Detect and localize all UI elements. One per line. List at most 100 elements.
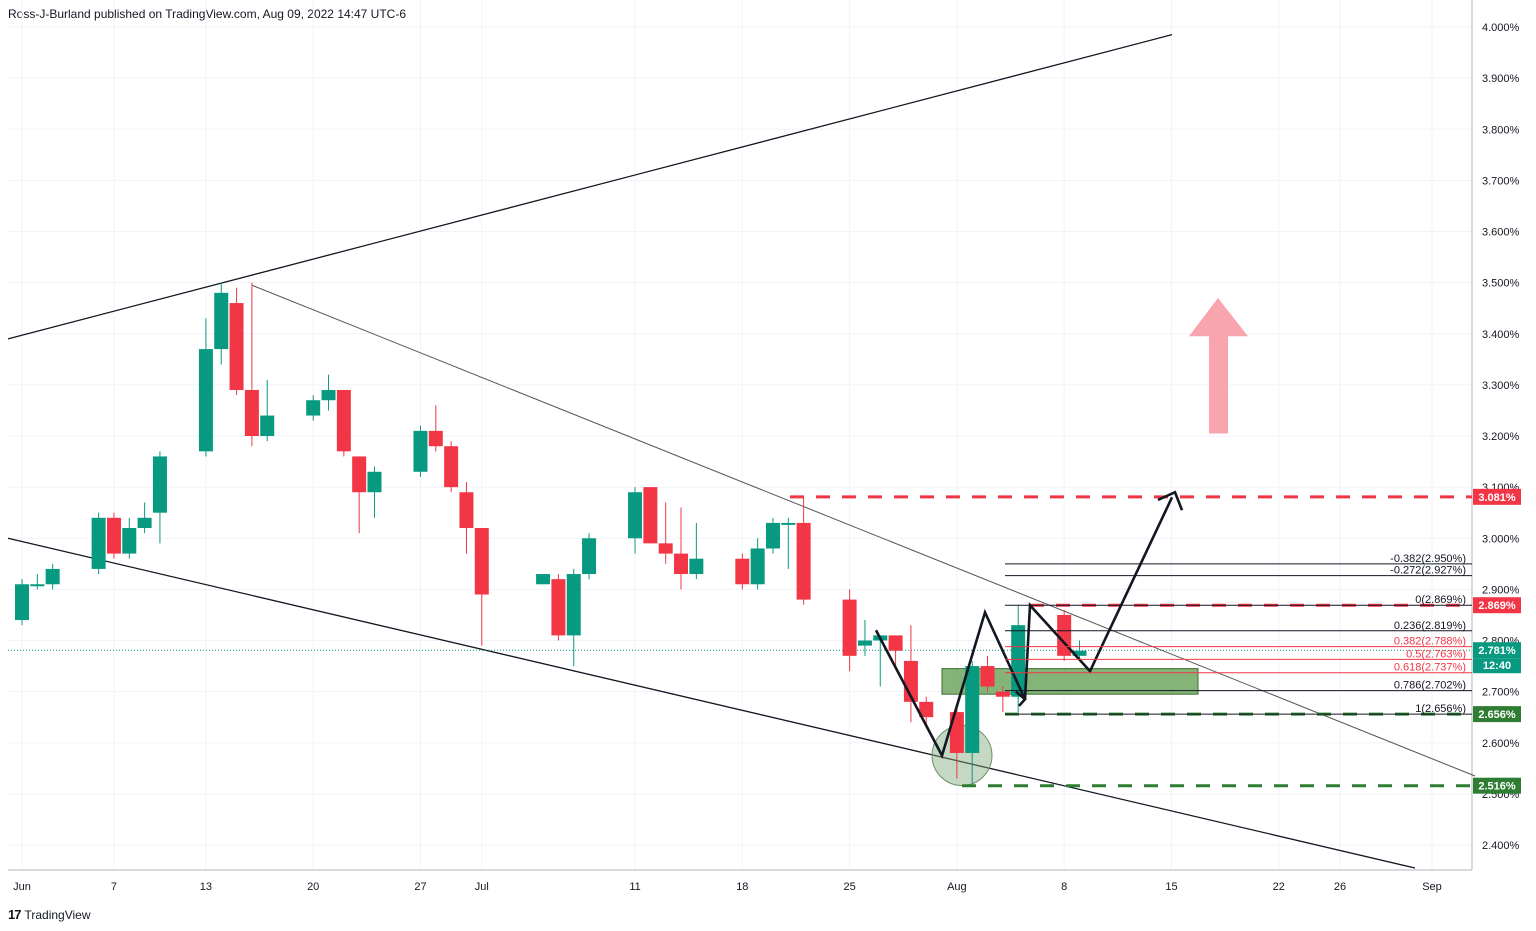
- footer: 17 TradingView: [8, 907, 91, 922]
- price-axis[interactable]: 4.000% 3.900% 3.800% 3.700% 3.600% 3.500% 3.40…: [1471, 0, 1520, 870]
- price-tag: 2.516%: [1473, 777, 1521, 794]
- candle: [229, 287, 244, 396]
- fib-level-label: 0.5(2.763%): [1406, 648, 1466, 660]
- candle-body: [566, 574, 581, 636]
- time-tick-label: 27: [414, 881, 426, 893]
- candle: [949, 706, 964, 779]
- candle: [796, 497, 811, 605]
- candle: [781, 517, 796, 569]
- candle: [919, 696, 934, 728]
- candle-body: [842, 599, 857, 656]
- candle-body: [152, 456, 167, 513]
- candle: [91, 512, 106, 575]
- price-tick-label: 3.900%: [1482, 73, 1520, 85]
- price-tag-label: 2.656%: [1478, 709, 1516, 721]
- time-tick-label: Sep: [1422, 881, 1442, 893]
- candle: [643, 487, 658, 544]
- price-tick-label: 3.500%: [1482, 278, 1520, 290]
- time-axis[interactable]: Jun 7 13 20 27 Jul 11 18 25 Aug 8 15 22 26 Sep: [8, 869, 1472, 893]
- bullish-arrow-icon: [1189, 297, 1248, 434]
- price-tag-label: 2.869%: [1478, 600, 1516, 612]
- price-tick-label: 2.900%: [1482, 584, 1520, 596]
- candle-body: [965, 666, 980, 753]
- candle-body: [336, 389, 351, 452]
- time-tick-label: 11: [629, 881, 640, 893]
- candle: [321, 374, 336, 411]
- candle-body: [15, 584, 29, 621]
- candle-body: [643, 487, 658, 544]
- candle-body: [765, 522, 780, 549]
- candle-body: [214, 292, 229, 350]
- time-tick-label: 26: [1334, 881, 1346, 893]
- candle: [122, 517, 137, 559]
- price-tag-label: 3.081%: [1478, 492, 1516, 504]
- price-tag-bg: [1473, 706, 1521, 723]
- candle-body: [122, 528, 137, 554]
- candle-body: [367, 471, 382, 493]
- publish-header: Ross-J-Burland published on TradingView.…: [8, 7, 407, 21]
- candle: [214, 282, 229, 365]
- candle: [106, 512, 121, 559]
- time-tick-label: 20: [307, 881, 319, 893]
- candle-body: [428, 430, 443, 447]
- tradingview-logo-icon: 17: [8, 907, 22, 922]
- time-tick-label: 22: [1273, 881, 1285, 893]
- price-tag: 2.869%: [1473, 597, 1521, 614]
- price-tick-label: 3.000%: [1482, 533, 1520, 545]
- candle-body: [689, 558, 704, 575]
- countdown-bg: [1473, 658, 1521, 674]
- candle: [582, 533, 597, 580]
- candle-body: [857, 640, 872, 646]
- fib-retracement: -0.382(2.950%)-0.272(2.927%) 0(2.869%) 0.2…: [1005, 553, 1472, 715]
- fib-level-label: 0.382(2.788%): [1394, 636, 1466, 648]
- candle-body: [735, 558, 750, 585]
- candle: [152, 451, 167, 544]
- candle-body: [888, 635, 903, 651]
- descending-trend-line: [251, 284, 1476, 777]
- candle: [45, 563, 60, 590]
- price-tick-label: 2.400%: [1482, 840, 1520, 852]
- candle-body: [474, 528, 489, 595]
- bar-countdown: 12:40: [1483, 660, 1511, 672]
- price-tick-label: 2.700%: [1482, 687, 1520, 699]
- price-tick-label: 3.400%: [1482, 329, 1520, 341]
- candle-body: [137, 517, 152, 529]
- time-tick-label: Jun: [13, 881, 31, 893]
- channel-lower-line: [7, 537, 1416, 869]
- candle-body: [444, 446, 459, 488]
- time-tick-label: Jul: [475, 881, 489, 893]
- candle: [1072, 640, 1087, 661]
- time-tick-label: 13: [200, 881, 212, 893]
- zigzag-arrowhead-icon: [1015, 690, 1027, 707]
- candle: [857, 620, 872, 656]
- price-tick-label: 4.000%: [1482, 22, 1520, 34]
- price-tags: 3.081% 2.869% 2.781% 12:40 2.656% 2.516%: [1473, 488, 1521, 794]
- brand-name: TradingView: [24, 907, 91, 922]
- candle: [459, 482, 474, 554]
- candle: [428, 405, 443, 452]
- candle-body: [551, 579, 566, 636]
- candle: [444, 441, 459, 493]
- candle-body: [750, 548, 765, 585]
- fib-level-label: 0.236(2.819%): [1394, 620, 1466, 632]
- candle-body: [198, 349, 213, 452]
- price-tick-label: 3.600%: [1482, 227, 1520, 239]
- candle-body: [658, 543, 673, 554]
- candle-body: [30, 584, 45, 587]
- candle: [306, 395, 321, 421]
- candle-body: [260, 415, 275, 436]
- candle-body: [45, 568, 60, 585]
- candle: [842, 589, 857, 672]
- candle-body: [980, 666, 995, 687]
- candle: [888, 635, 903, 667]
- fib-level-label: -0.382(2.950%): [1390, 553, 1466, 565]
- candles: [15, 282, 1087, 784]
- candle-body: [91, 517, 106, 569]
- candle: [352, 456, 367, 534]
- candle-body: [413, 430, 428, 472]
- candle: [536, 574, 551, 585]
- candle-body: [919, 701, 934, 718]
- candle: [367, 466, 382, 518]
- price-tag-bg: [1473, 488, 1521, 505]
